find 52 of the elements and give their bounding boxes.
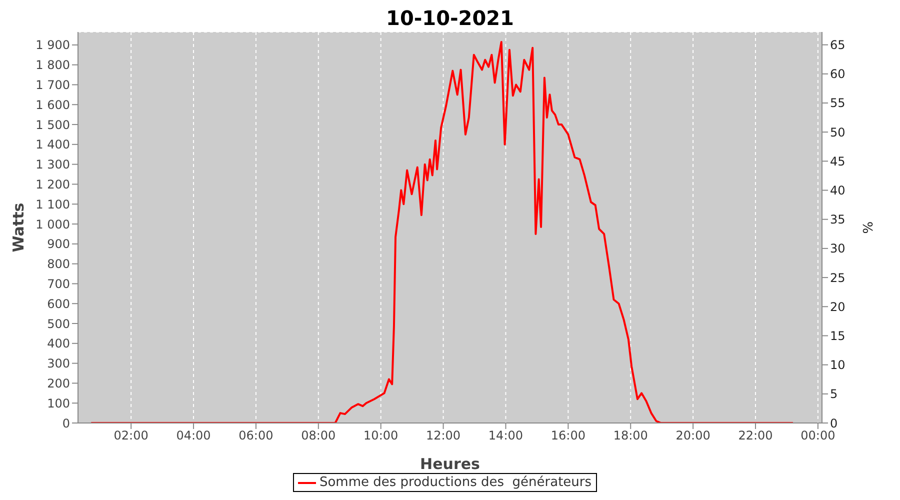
y2-tick-label: 40 — [830, 184, 846, 198]
y2-tick-label: 20 — [830, 300, 846, 314]
y-tick-label: 200 — [47, 376, 70, 390]
x-tick-label: 20:00 — [676, 428, 710, 443]
y2-axis-title: % — [862, 221, 877, 234]
y-tick-label: 1 300 — [36, 158, 70, 172]
x-tick-label: 06:00 — [238, 428, 274, 443]
y2-tick-label: 35 — [830, 212, 846, 227]
y-tick-label: 400 — [47, 336, 70, 351]
x-tick-label: 08:00 — [301, 428, 336, 443]
y-tick-label: 1 100 — [36, 197, 70, 212]
x-tick-label: 14:00 — [488, 428, 524, 443]
x-axis-title: Heures — [420, 455, 480, 473]
y-tick-label: 1 600 — [36, 98, 70, 112]
y-tick-label: 700 — [47, 276, 70, 291]
y-tick-label: 100 — [47, 396, 70, 410]
y-tick-label: 1 200 — [36, 177, 70, 192]
x-tick-label: 12:00 — [426, 428, 461, 443]
y-tick-label: 300 — [47, 356, 70, 371]
x-tick-label: 00:00 — [800, 428, 836, 443]
x-tick-label: 16:00 — [550, 428, 586, 443]
y2-tick-label: 45 — [830, 154, 846, 168]
legend-label: Somme des productions des générateurs — [319, 475, 592, 490]
y2-tick-label: 65 — [830, 38, 846, 52]
y-tick-label: 900 — [47, 237, 70, 252]
y2-tick-label: 50 — [830, 125, 846, 140]
y2-tick-label: 10 — [830, 358, 846, 372]
line-series — [90, 40, 794, 423]
x-tick-label: 18:00 — [613, 428, 648, 443]
y-tick-label: 1 000 — [36, 217, 70, 232]
y2-tick-label: 25 — [830, 270, 846, 285]
y2-tick-label: 60 — [830, 67, 846, 82]
x-tick-label: 22:00 — [738, 428, 773, 443]
y-tick-label: 500 — [47, 316, 70, 331]
y2-tick-label: 15 — [830, 328, 846, 343]
y2-tick-label: 0 — [830, 416, 838, 430]
y2-tick-label: 30 — [830, 242, 846, 256]
y-tick-label: 1 800 — [36, 58, 70, 72]
x-tick-label: 02:00 — [114, 428, 148, 443]
chart-title: 10-10-2021 — [385, 6, 515, 32]
y-tick-label: 1 700 — [36, 78, 70, 92]
y2-tick-label: 55 — [830, 96, 846, 110]
y-tick-label: 1 900 — [36, 38, 70, 52]
y2-tick-label: 5 — [830, 387, 838, 402]
y-tick-label: 600 — [47, 296, 70, 311]
y-tick-label: 800 — [47, 257, 70, 272]
x-tick-label: 10:00 — [364, 428, 398, 443]
y-axis-title: Watts — [9, 202, 28, 252]
y-tick-label: 0 — [62, 416, 70, 430]
x-tick-label: 04:00 — [176, 428, 211, 443]
y-tick-label: 1 500 — [36, 118, 70, 132]
y-tick-label: 1 400 — [36, 138, 70, 152]
